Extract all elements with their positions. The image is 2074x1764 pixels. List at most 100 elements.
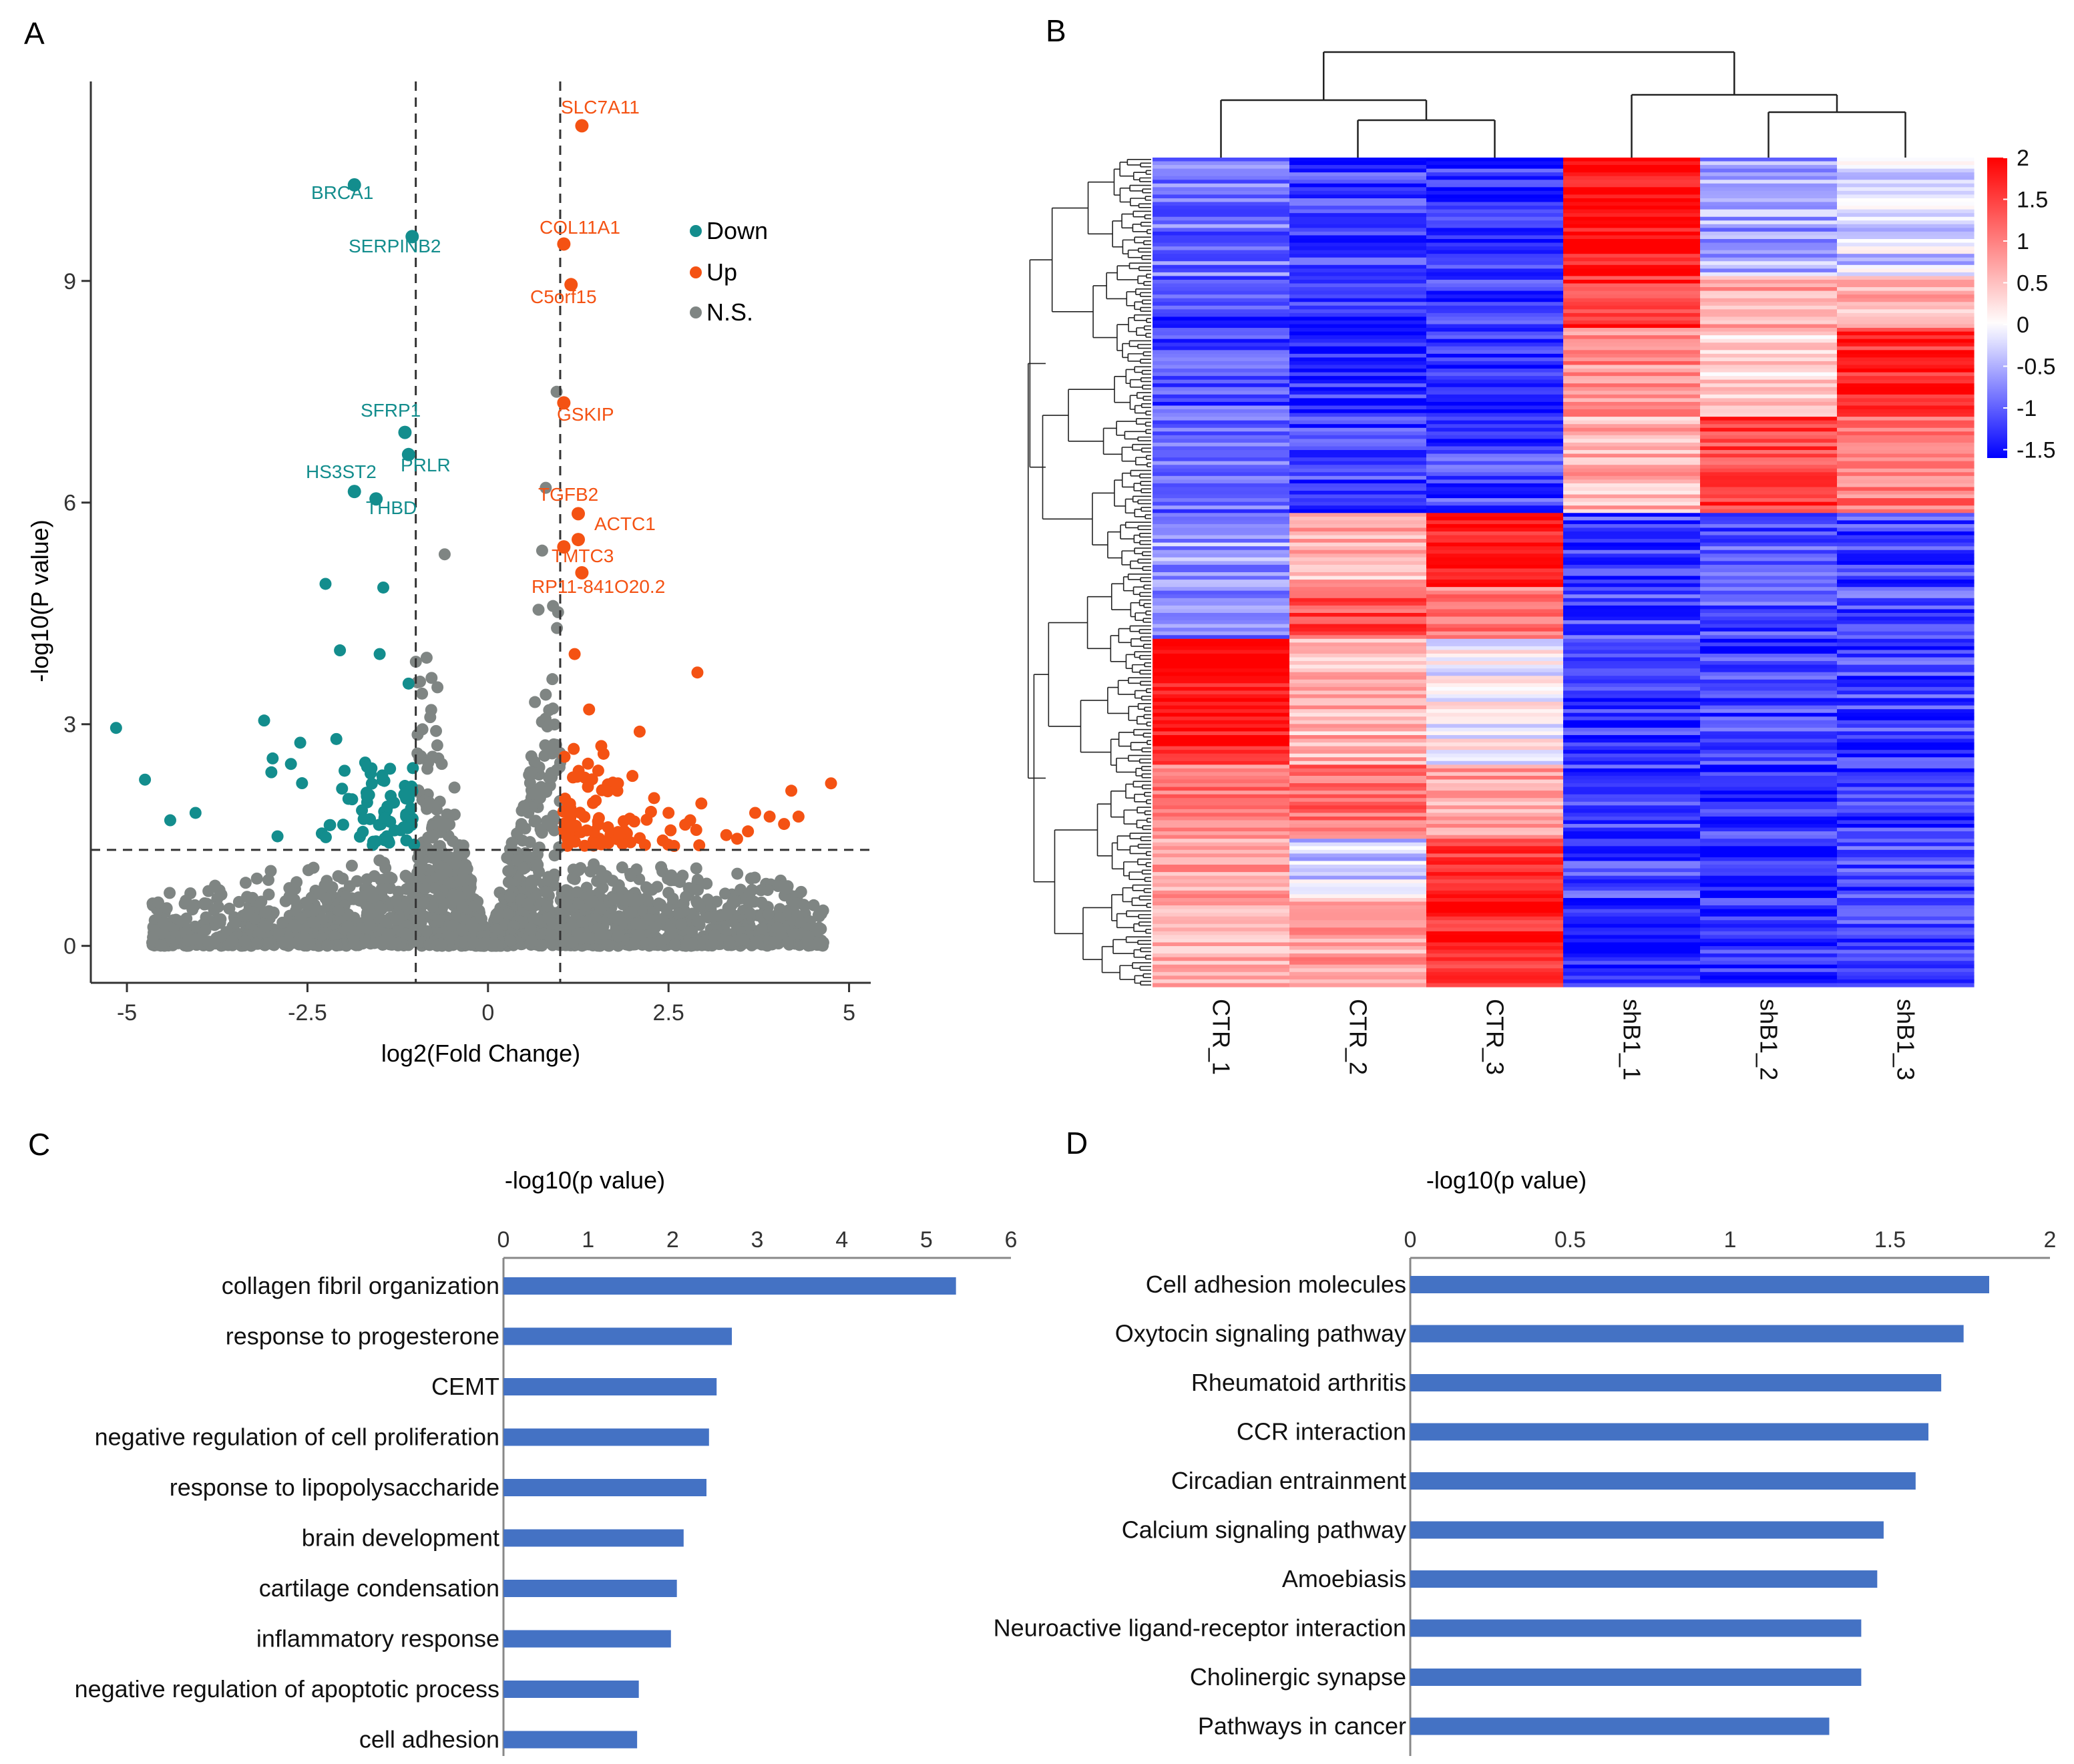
heatmap-cell	[1426, 938, 1564, 943]
heatmap-cell	[1426, 161, 1564, 166]
heatmap-cell	[1426, 431, 1564, 436]
heatmap-cell	[1563, 475, 1701, 480]
heatmap-cell	[1289, 413, 1427, 417]
heatmap-cell	[1837, 457, 1975, 462]
ns-point	[425, 672, 438, 684]
heatmap-cell	[1426, 198, 1564, 203]
ns-point	[571, 886, 584, 899]
heatmap-cell	[1289, 738, 1427, 743]
ns-point	[399, 869, 412, 882]
heatmap-cell	[1837, 609, 1975, 614]
heatmap-cell	[1289, 605, 1427, 610]
heatmap-cell	[1700, 176, 1838, 180]
gene-point	[401, 447, 415, 461]
heatmap-cell	[1563, 609, 1701, 614]
heatmap-cell	[1563, 264, 1701, 269]
heatmap-cell	[1563, 642, 1701, 647]
heatmap-cell	[1426, 868, 1564, 873]
heatmap-cell	[1153, 724, 1290, 728]
heatmap-cell	[1153, 716, 1290, 721]
panel-label-d: D	[1066, 1126, 1088, 1160]
ns-point	[536, 939, 548, 952]
sig-point	[408, 838, 421, 851]
heatmap-cell	[1426, 583, 1564, 588]
heatmap-cell	[1289, 312, 1427, 318]
heatmap-cell	[1289, 564, 1427, 570]
colorbar-tick-label: 1.5	[2017, 188, 2048, 213]
heatmap-cell	[1700, 798, 1838, 803]
heatmap-cell	[1426, 435, 1564, 439]
bar	[1410, 1521, 1884, 1539]
heatmap-cell	[1289, 331, 1427, 336]
heatmap-cell	[1153, 772, 1290, 777]
heatmap-cell	[1289, 527, 1427, 532]
heatmap-cell	[1563, 298, 1701, 302]
heatmap-cell	[1700, 975, 1838, 980]
heatmap-cell	[1426, 276, 1564, 280]
heatmap-cell	[1700, 468, 1838, 473]
heatmap-cell	[1563, 590, 1701, 595]
heatmap-cell	[1563, 709, 1701, 714]
heatmap-cell	[1700, 690, 1838, 695]
heatmap-cell	[1837, 209, 1975, 214]
heatmap-cell	[1563, 312, 1701, 318]
heatmap-cell	[1426, 887, 1564, 891]
heatmap-cell	[1563, 661, 1701, 666]
sig-point	[271, 830, 284, 843]
heatmap-cell	[1563, 183, 1701, 188]
tick-label: 0	[497, 1227, 510, 1253]
sig-point	[597, 747, 610, 760]
heatmap-cell	[1426, 220, 1564, 225]
heatmap-cell	[1289, 465, 1427, 469]
heatmap-cell	[1563, 712, 1701, 717]
heatmap-cell	[1153, 953, 1290, 958]
heatmap-cell	[1700, 531, 1838, 536]
heatmap-cell	[1837, 224, 1975, 228]
ns-point	[743, 907, 756, 919]
ns-point	[461, 863, 473, 875]
ns-point	[345, 859, 358, 872]
heatmap-cell	[1563, 542, 1701, 547]
heatmap-cell	[1289, 420, 1427, 425]
heatmap-cell	[1153, 513, 1290, 517]
heatmap-cell	[1426, 238, 1564, 244]
heatmap-cell	[1837, 405, 1975, 410]
heatmap-cell	[1700, 868, 1838, 873]
heatmap-cell	[1563, 783, 1701, 788]
heatmap-cell	[1700, 731, 1838, 736]
heatmap-cell	[1563, 224, 1701, 228]
heatmap-cell	[1563, 549, 1701, 554]
heatmap-cell	[1563, 750, 1701, 754]
heatmap-cell	[1563, 242, 1701, 247]
heatmap-cell	[1700, 494, 1838, 499]
heatmap-cell	[1153, 376, 1290, 381]
heatmap-cell	[1289, 968, 1427, 973]
sig-point	[763, 811, 776, 823]
heatmap-cell	[1837, 501, 1975, 506]
heatmap-cell	[1153, 794, 1290, 799]
x-tick-label: -5	[117, 1000, 137, 1026]
ns-point	[546, 939, 559, 951]
heatmap-cell	[1700, 401, 1838, 407]
heatmap-cell	[1289, 435, 1427, 439]
heatmap-cell	[1700, 505, 1838, 510]
heatmap-cell	[1426, 324, 1564, 328]
heatmap-cell	[1426, 475, 1564, 480]
sig-point	[381, 800, 394, 813]
heatmap-cell	[1153, 491, 1290, 495]
heatmap-cell	[1837, 379, 1975, 384]
heatmap-cell	[1700, 646, 1838, 651]
ns-point	[232, 895, 245, 908]
heatmap-cell	[1153, 246, 1290, 251]
heatmap-cell	[1426, 453, 1564, 458]
heatmap-cell	[1153, 861, 1290, 865]
heatmap-cell	[1289, 272, 1427, 277]
heatmap-cell	[1837, 176, 1975, 180]
heatmap-cell	[1837, 760, 1975, 765]
heatmap-cell	[1289, 887, 1427, 891]
heatmap-cell	[1153, 901, 1290, 906]
heatmap-cell	[1426, 920, 1564, 925]
heatmap-cell	[1700, 350, 1838, 355]
heatmap-cell	[1426, 757, 1564, 762]
heatmap-cell	[1426, 953, 1564, 958]
